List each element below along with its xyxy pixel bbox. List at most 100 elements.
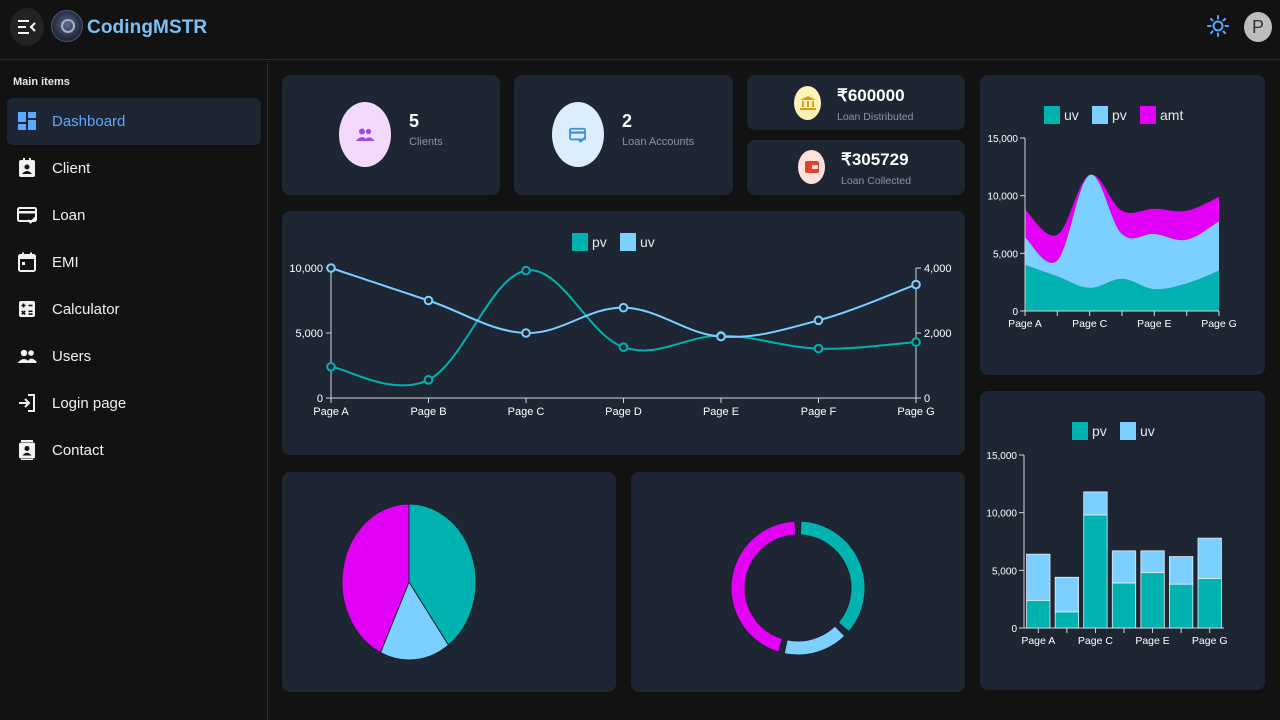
data-point-uv <box>618 302 629 313</box>
menu-collapse-icon <box>18 20 36 34</box>
sidebar-item-client[interactable]: Client <box>7 145 261 192</box>
legend-swatch-pv <box>572 233 588 251</box>
loan-accounts-label: Loan Accounts <box>622 136 695 148</box>
menu-toggle-button[interactable] <box>10 8 44 46</box>
wallet-icon <box>804 161 819 173</box>
brand-logo <box>51 10 83 42</box>
bank-icon <box>799 96 816 110</box>
pie-slice <box>379 580 450 661</box>
line-chart-card: 0 5,000 10,000 0 2,000 4,000 Page A Page B Page … <box>282 211 965 455</box>
theme-toggle-button[interactable] <box>1205 13 1231 39</box>
sidebar-item-emi[interactable]: EMI <box>7 239 261 286</box>
loan-accounts-count: 2 <box>622 111 633 131</box>
bar-uv <box>1197 537 1222 579</box>
x-tick-label: Page C <box>1078 635 1113 647</box>
y-tick-label-right: 4,000 <box>924 263 952 275</box>
legend-swatch-amt <box>1140 106 1156 124</box>
data-point-pv <box>326 362 336 372</box>
sidebar-item-label: Loan <box>52 207 86 224</box>
y-tick-label: 0 <box>1012 307 1018 318</box>
sidebar-item-label: Login page <box>52 395 127 412</box>
avatar[interactable]: P <box>1244 12 1272 42</box>
legend-swatch-uv <box>620 233 636 251</box>
bar-uv <box>1169 556 1194 585</box>
pie-chart-card <box>282 472 616 692</box>
contact-card-icon <box>19 440 35 460</box>
sidebar-item-login-page[interactable]: Login page <box>7 380 261 427</box>
bar-uv <box>1054 576 1079 613</box>
legend-label-pv: pv <box>1112 107 1127 123</box>
bar-uv <box>1026 553 1051 601</box>
line-series-pv <box>330 269 917 387</box>
sidebar-item-calculator[interactable]: Calculator <box>7 286 261 333</box>
sidebar-item-loan[interactable]: Loan <box>7 192 261 239</box>
people-icon <box>17 349 37 363</box>
legend-label-amt: amt <box>1160 107 1183 123</box>
sidebar-heading: Main items <box>13 76 70 88</box>
legend-swatch-uv <box>1044 106 1060 124</box>
legend-swatch-uv <box>1120 422 1136 440</box>
x-tick-label: Page B <box>410 406 446 418</box>
sidebar-item-label: Calculator <box>52 301 120 318</box>
card-check-icon <box>17 207 37 224</box>
y-tick-label-left: 10,000 <box>289 263 323 275</box>
bar-pv <box>1111 582 1137 629</box>
donut-chart <box>730 520 866 656</box>
dashboard-icon <box>18 112 36 130</box>
sidebar: Main items Dashboard Client Loan EM <box>0 61 268 720</box>
data-point-pv <box>521 265 531 276</box>
sidebar-item-users[interactable]: Users <box>7 333 261 380</box>
bar-uv <box>1083 491 1108 516</box>
data-point-pv <box>813 343 824 354</box>
y-tick-label: 0 <box>1011 624 1017 635</box>
data-point-uv <box>911 279 921 290</box>
stat-card-loan-collected: ₹305729 Loan Collected <box>747 140 965 195</box>
line-chart: 0 5,000 10,000 0 2,000 4,000 Page A Page B Page … <box>289 233 952 418</box>
pie-slice <box>408 503 477 646</box>
data-point-pv <box>618 342 629 352</box>
x-tick-label: Page A <box>1021 635 1055 647</box>
sun-icon <box>1207 15 1229 37</box>
y-tick-label-right: 2,000 <box>924 328 952 340</box>
bar-uv <box>1140 550 1165 574</box>
donut-slice <box>799 520 866 633</box>
legend-swatch-pv <box>1092 106 1108 124</box>
clients-label: Clients <box>409 136 443 148</box>
wallet-badge <box>798 150 825 184</box>
legend-label-uv: uv <box>1064 107 1079 123</box>
people-icon <box>356 128 374 141</box>
loan-distributed-label: Loan Distributed <box>837 111 914 123</box>
y-tick-label-left: 5,000 <box>295 328 323 340</box>
data-point-pv <box>911 337 921 347</box>
legend-label-pv: pv <box>1092 423 1107 439</box>
clients-count: 5 <box>409 111 420 131</box>
area-series-amt <box>1025 174 1219 263</box>
loan-collected-label: Loan Collected <box>841 175 912 187</box>
data-point-uv <box>423 295 434 306</box>
loan-accounts-badge <box>552 102 604 167</box>
bar-chart: 0 5,000 10,000 15,000 Page A Page C Page E Page… <box>986 422 1228 647</box>
x-tick-label: Page A <box>1008 318 1042 330</box>
sidebar-item-dashboard[interactable]: Dashboard <box>7 98 261 145</box>
bar-pv <box>1169 583 1194 629</box>
y-tick-label: 5,000 <box>992 566 1017 577</box>
x-tick-label: Page D <box>605 406 642 418</box>
bar-pv <box>1083 514 1108 629</box>
x-tick-label: Page A <box>313 406 349 418</box>
legend-label-uv: uv <box>640 234 655 250</box>
area-chart-card: 0 5,000 10,000 15,000 Page A Page C Page E Page… <box>980 75 1265 375</box>
bar-pv <box>1197 578 1222 629</box>
sidebar-item-label: Dashboard <box>52 113 126 130</box>
sidebar-item-contact[interactable]: Contact <box>7 427 261 474</box>
card-check-icon <box>569 127 587 143</box>
login-icon <box>19 394 35 412</box>
app-bar: CodingMSTR P <box>0 0 1280 60</box>
data-point-uv <box>521 328 531 338</box>
area-series-pv <box>1025 174 1219 290</box>
donut-slice <box>783 625 846 656</box>
calendar-icon <box>18 252 36 272</box>
sidebar-item-label: Users <box>52 348 92 365</box>
stat-card-clients: 5 Clients <box>282 75 500 195</box>
x-tick-label: Page G <box>1192 635 1228 647</box>
pie-slice <box>341 503 410 654</box>
